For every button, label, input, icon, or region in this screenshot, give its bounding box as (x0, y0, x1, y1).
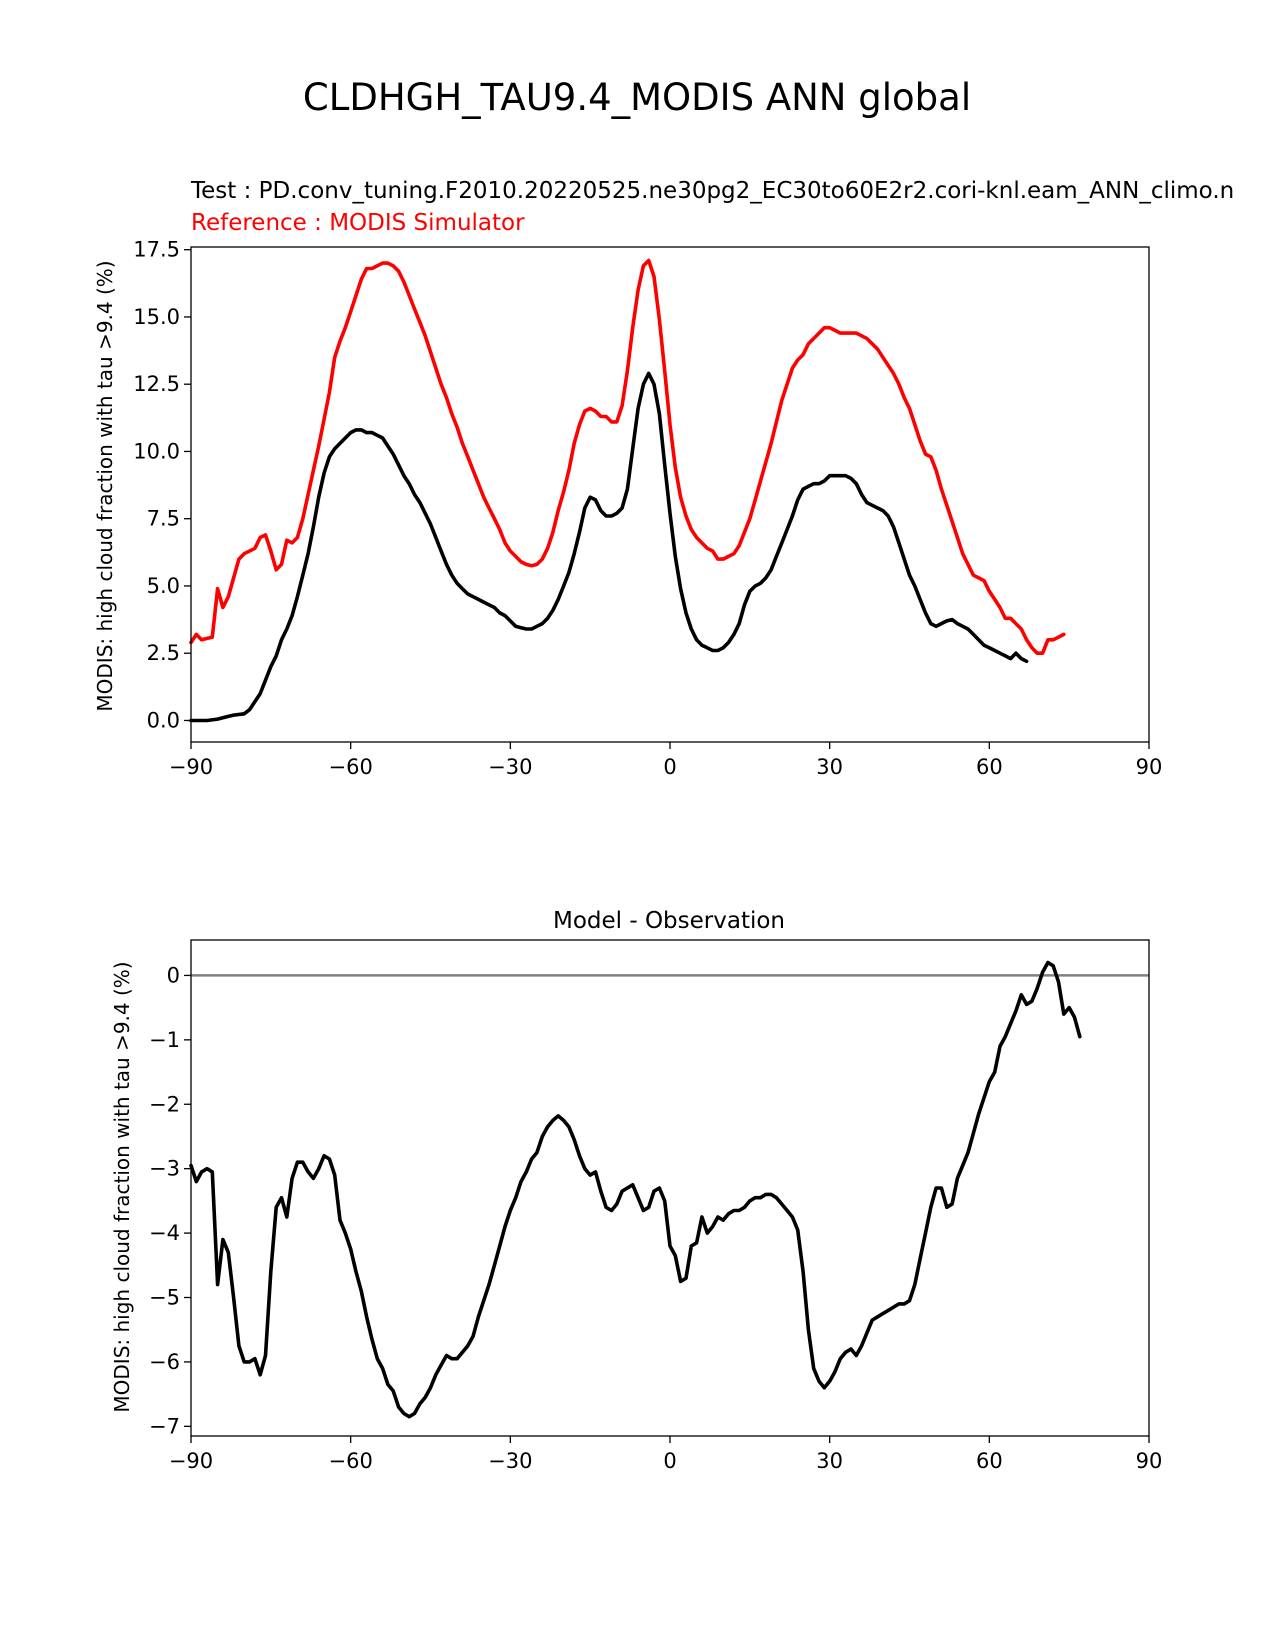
reference-series-line (189, 258, 1066, 655)
y-tick-label: 0.0 (147, 708, 180, 732)
bottom-panel: Model - Observation MODIS: high cloud fr… (110, 908, 1162, 1473)
bottom-title: Model - Observation (553, 908, 785, 934)
x-tick-label: 90 (1136, 755, 1163, 779)
y-tick-label: −4 (149, 1221, 180, 1245)
x-tick-label: −60 (329, 755, 373, 779)
bottom-series-lines (189, 960, 1149, 1419)
bottom-y-axis-label: MODIS: high cloud fraction with tau >9.4… (110, 961, 134, 1412)
x-tick-label: 30 (816, 1449, 843, 1473)
bottom-plot-frame (190, 939, 1150, 1437)
difference-series-line (189, 960, 1082, 1419)
x-tick-label: 60 (976, 1449, 1003, 1473)
x-tick-label: 30 (816, 755, 843, 779)
y-tick-label: 15.0 (133, 305, 180, 329)
bottom-x-ticks: −90 −60 −30 0 30 60 90 (169, 1436, 1163, 1473)
y-tick-label: −6 (149, 1350, 180, 1374)
x-tick-label: 0 (663, 1449, 676, 1473)
x-tick-label: 0 (663, 755, 676, 779)
y-tick-label: −1 (149, 1028, 180, 1052)
y-tick-label: −5 (149, 1286, 180, 1310)
x-tick-label: −90 (169, 1449, 213, 1473)
y-tick-label: 0 (167, 963, 180, 987)
y-tick-label: 5.0 (147, 574, 180, 598)
x-tick-label: 60 (976, 755, 1003, 779)
x-tick-label: −30 (488, 755, 532, 779)
reference-label: Reference : MODIS Simulator (191, 210, 525, 236)
y-tick-label: 2.5 (147, 641, 180, 665)
y-tick-label: 10.0 (133, 439, 180, 463)
test-series-line (189, 371, 1029, 723)
x-tick-label: −30 (488, 1449, 532, 1473)
bottom-y-ticks: 0 −1 −2 −3 −4 −5 −6 −7 (149, 963, 191, 1438)
top-x-ticks: −90 −60 −30 0 30 60 90 (169, 742, 1163, 779)
top-y-ticks: 0.0 2.5 5.0 7.5 10.0 12.5 15.0 17.5 (133, 238, 191, 732)
top-plot-frame (190, 246, 1150, 743)
top-series-lines (189, 258, 1066, 723)
y-tick-label: 12.5 (133, 372, 180, 396)
y-tick-label: −7 (149, 1414, 180, 1438)
figure-suptitle: CLDHGH_TAU9.4_MODIS ANN global (303, 76, 971, 119)
top-panel: Test : PD.conv_tuning.F2010.20220525.ne3… (93, 178, 1234, 779)
y-tick-label: 17.5 (133, 238, 180, 262)
y-tick-label: −2 (149, 1092, 180, 1116)
x-tick-label: 90 (1136, 1449, 1163, 1473)
y-tick-label: 7.5 (147, 507, 180, 531)
top-y-axis-label: MODIS: high cloud fraction with tau >9.4… (93, 260, 117, 711)
x-tick-label: −60 (329, 1449, 373, 1473)
test-label: Test : PD.conv_tuning.F2010.20220525.ne3… (190, 178, 1234, 204)
x-tick-label: −90 (169, 755, 213, 779)
y-tick-label: −3 (149, 1157, 180, 1181)
